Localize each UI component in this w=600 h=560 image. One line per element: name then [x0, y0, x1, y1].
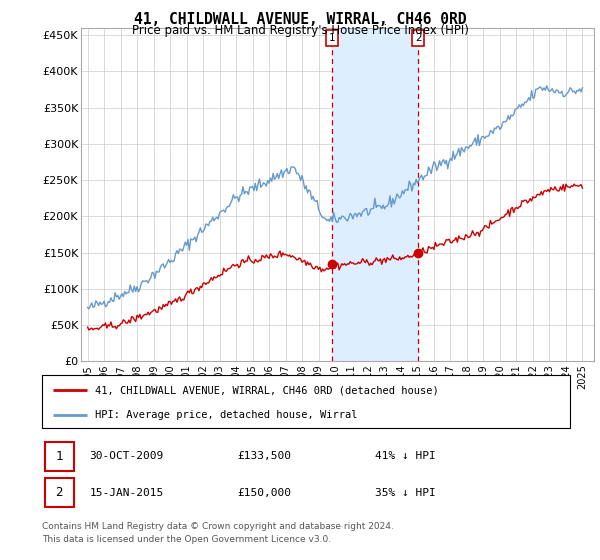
Text: 2: 2 — [415, 33, 421, 43]
FancyBboxPatch shape — [44, 478, 74, 507]
FancyBboxPatch shape — [44, 442, 74, 471]
Text: Contains HM Land Registry data © Crown copyright and database right 2024.: Contains HM Land Registry data © Crown c… — [42, 522, 394, 531]
Text: 41, CHILDWALL AVENUE, WIRRAL, CH46 0RD (detached house): 41, CHILDWALL AVENUE, WIRRAL, CH46 0RD (… — [95, 385, 439, 395]
Text: 30-OCT-2009: 30-OCT-2009 — [89, 451, 164, 461]
Bar — [332, 28, 418, 361]
Text: £150,000: £150,000 — [238, 488, 292, 498]
Text: 35% ↓ HPI: 35% ↓ HPI — [374, 488, 436, 498]
Text: £133,500: £133,500 — [238, 451, 292, 461]
Text: 15-JAN-2015: 15-JAN-2015 — [89, 488, 164, 498]
Text: 2: 2 — [55, 486, 62, 500]
Text: 41% ↓ HPI: 41% ↓ HPI — [374, 451, 436, 461]
FancyBboxPatch shape — [42, 375, 570, 428]
Text: 1: 1 — [329, 33, 335, 43]
Text: 41, CHILDWALL AVENUE, WIRRAL, CH46 0RD: 41, CHILDWALL AVENUE, WIRRAL, CH46 0RD — [134, 12, 466, 27]
Text: Price paid vs. HM Land Registry's House Price Index (HPI): Price paid vs. HM Land Registry's House … — [131, 24, 469, 36]
Text: HPI: Average price, detached house, Wirral: HPI: Average price, detached house, Wirr… — [95, 410, 358, 420]
Text: This data is licensed under the Open Government Licence v3.0.: This data is licensed under the Open Gov… — [42, 535, 331, 544]
Text: 1: 1 — [55, 450, 62, 463]
